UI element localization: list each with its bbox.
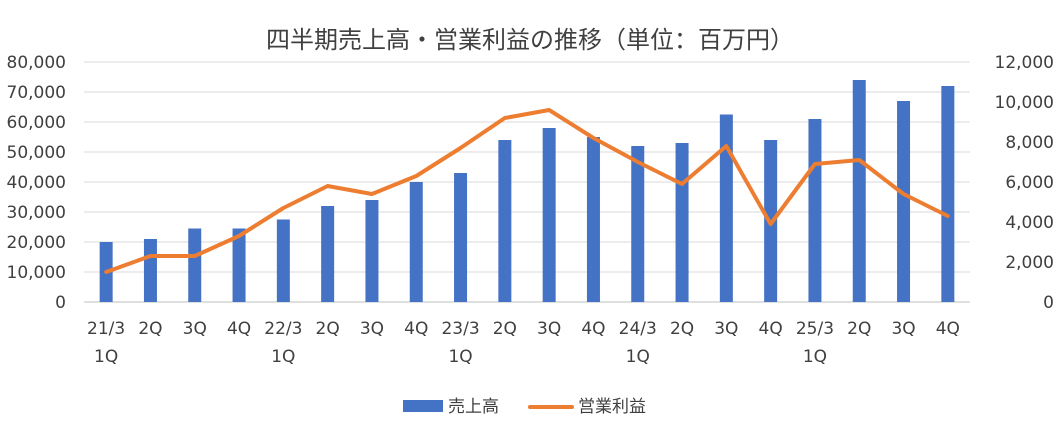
- y-right-tick-label: 8,000: [1005, 133, 1054, 153]
- y-left-tick-label: 20,000: [7, 233, 66, 253]
- x-tick-label: 3Q: [183, 319, 207, 339]
- bar: [897, 101, 911, 302]
- x-tick-label: 4Q: [936, 319, 960, 339]
- bar: [498, 140, 512, 302]
- y-left-tick-label: 40,000: [7, 173, 66, 193]
- x-tick-label: 2Q: [670, 319, 694, 339]
- x-tick-label: 21/3: [87, 319, 125, 339]
- x-tick-label: 24/3: [619, 319, 657, 339]
- bar: [941, 86, 955, 302]
- y-left-tick-label: 60,000: [7, 113, 66, 133]
- x-tick-label: 4Q: [404, 319, 428, 339]
- bar: [365, 200, 379, 302]
- bar: [276, 219, 290, 302]
- y-left-tick-label: 0: [55, 293, 66, 313]
- y-left-tick-label: 10,000: [7, 263, 66, 283]
- x-tick-label: 4Q: [581, 319, 605, 339]
- y-right-tick-label: 0: [1043, 293, 1054, 313]
- x-tick-label: 3Q: [714, 319, 738, 339]
- series-line: [104, 108, 950, 274]
- x-tick-label: 1Q: [448, 347, 472, 367]
- x-tick-label: 2Q: [316, 319, 340, 339]
- x-tick-label: 2Q: [847, 319, 871, 339]
- x-tick-label: 25/3: [796, 319, 834, 339]
- bar: [542, 128, 556, 302]
- x-axis: 21/3 1Q 2Q 3Q 4Q 22/3 1Q 2Q 3Q 4Q 23/3 1Q 2Q 3Q 4Q 24/3…: [87, 319, 960, 367]
- bar: [719, 114, 733, 302]
- bar: [631, 146, 645, 302]
- bar: [454, 173, 468, 302]
- y-right-tick-label: 12,000: [995, 53, 1054, 73]
- x-tick-label: 1Q: [803, 347, 827, 367]
- x-tick-label: 4Q: [759, 319, 783, 339]
- legend-swatch-sales: [403, 400, 443, 412]
- y-right-tick-label: 2,000: [1005, 253, 1054, 273]
- bar-series-sales: [99, 80, 955, 302]
- gridlines: [84, 61, 970, 303]
- legend-label-operating-profit: 営業利益: [578, 397, 646, 417]
- y-right-tick-label: 6,000: [1005, 173, 1054, 193]
- y-axis-right: 0 2,000 4,000 6,000 8,000 10,000 12,000: [995, 53, 1054, 313]
- x-tick-label: 1Q: [271, 347, 295, 367]
- y-right-tick-label: 10,000: [995, 93, 1054, 113]
- x-tick-label: 1Q: [94, 347, 118, 367]
- bar: [586, 137, 600, 302]
- y-axis-left: 0 10,000 20,000 30,000 40,000 50,000 60,000 70,…: [7, 53, 66, 313]
- bar: [321, 206, 335, 302]
- x-tick-label: 3Q: [537, 319, 561, 339]
- y-left-tick-label: 50,000: [7, 143, 66, 163]
- bar: [675, 143, 689, 302]
- bar: [143, 239, 157, 302]
- y-left-tick-label: 70,000: [7, 83, 66, 103]
- bar: [852, 80, 866, 302]
- bar: [808, 119, 822, 302]
- y-left-tick-label: 30,000: [7, 203, 66, 223]
- legend-label-sales: 売上高: [448, 397, 499, 417]
- x-tick-label: 1Q: [626, 347, 650, 367]
- x-tick-label: 2Q: [493, 319, 517, 339]
- x-tick-label: 4Q: [227, 319, 251, 339]
- x-tick-label: 3Q: [360, 319, 384, 339]
- legend: 売上高 営業利益: [403, 397, 646, 417]
- x-tick-label: 22/3: [264, 319, 302, 339]
- bar: [232, 228, 246, 302]
- y-left-tick-label: 80,000: [7, 53, 66, 73]
- x-tick-label: 3Q: [891, 319, 915, 339]
- x-tick-label: 23/3: [441, 319, 479, 339]
- x-tick-label: 2Q: [138, 319, 162, 339]
- bar: [188, 228, 202, 302]
- chart-title: 四半期売上高・営業利益の推移（単位：百万円）: [266, 26, 794, 54]
- y-right-tick-label: 4,000: [1005, 213, 1054, 233]
- bar: [409, 182, 423, 302]
- line-series-operating-profit: [104, 108, 950, 274]
